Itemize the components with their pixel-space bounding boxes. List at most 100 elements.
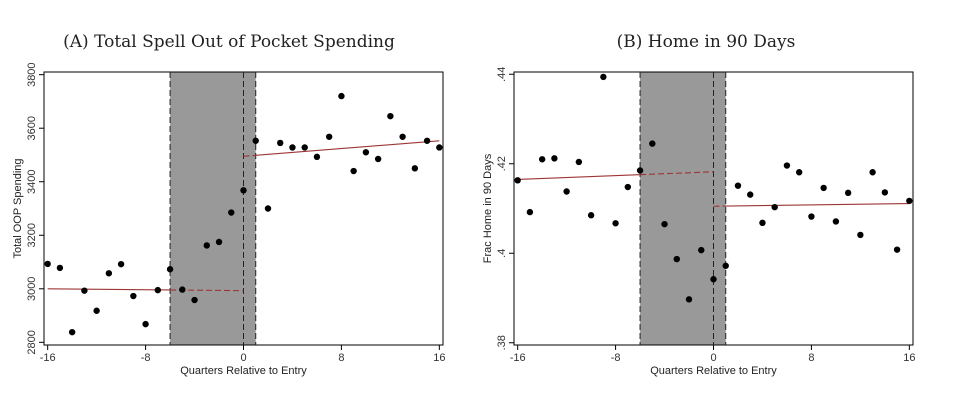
x-tick-label: 8	[338, 352, 344, 364]
data-point	[68, 328, 76, 336]
data-points	[44, 92, 443, 336]
data-point	[325, 133, 333, 140]
data-point	[526, 208, 534, 216]
data-point	[808, 213, 815, 220]
data-point	[661, 220, 668, 228]
data-point	[698, 246, 705, 254]
data-point	[600, 73, 607, 81]
fit-line-pre	[640, 171, 714, 176]
data-point	[734, 182, 742, 189]
y-tick-label: 2800	[26, 330, 38, 354]
data-point	[252, 137, 259, 144]
x-tick-label: -8	[611, 352, 621, 364]
x-tick-label: 0	[240, 352, 246, 364]
data-point	[179, 286, 186, 293]
data-point	[587, 212, 595, 219]
y-tick-label: .42	[496, 156, 508, 171]
data-point	[820, 184, 827, 192]
data-point	[56, 264, 64, 272]
data-point	[215, 238, 223, 246]
data-point	[436, 144, 443, 151]
data-point	[844, 189, 852, 197]
data-point	[759, 219, 766, 227]
data-point	[105, 270, 113, 277]
dashed-reference-lines	[169, 72, 257, 345]
fit-line-post	[243, 154, 256, 157]
data-point	[350, 167, 357, 175]
data-point	[423, 137, 431, 144]
x-axis-label: Quarters Relative to Entry	[650, 365, 777, 377]
y-tick-label: 3800	[26, 62, 38, 86]
chart-panel-b: -16 -8 0 8 16 .38 .4 .42 .44 Quarters Relative …	[482, 67, 915, 377]
data-point	[203, 242, 210, 249]
data-point	[240, 187, 247, 194]
data-point	[747, 191, 754, 198]
data-point	[722, 262, 729, 269]
data-point	[191, 296, 198, 304]
x-tick-label: -8	[141, 352, 151, 364]
x-tick-label: 8	[808, 352, 814, 364]
fit-line-post	[725, 203, 910, 207]
data-point	[538, 156, 546, 163]
data-point	[893, 246, 901, 253]
x-axis-ticks: -16 -8 0 8 16	[40, 345, 445, 364]
data-point	[374, 155, 382, 163]
data-point	[551, 155, 558, 162]
data-point	[166, 266, 174, 273]
data-point	[514, 177, 521, 184]
y-axis-label: Frac Home in 90 Days	[482, 153, 494, 263]
data-point	[906, 197, 913, 205]
y-tick-label: 3000	[26, 277, 38, 301]
dashed-reference-lines	[639, 72, 727, 345]
data-point	[685, 296, 693, 303]
data-point	[649, 140, 656, 147]
data-point	[387, 112, 394, 120]
x-tick-label: 16	[433, 352, 445, 364]
data-point	[117, 260, 125, 268]
data-point	[277, 139, 284, 147]
data-point	[301, 144, 308, 151]
data-point	[612, 220, 619, 227]
data-point	[710, 276, 717, 283]
y-tick-label: 3400	[26, 169, 38, 193]
data-point	[142, 320, 149, 328]
x-tick-label: 0	[710, 352, 716, 364]
data-point	[228, 209, 235, 216]
y-axis-label: Total OOP Spending	[12, 158, 24, 258]
data-points	[514, 73, 913, 303]
chart-panel-a: -16 -8 0 8 16 2800 3000 3200 3400 3600 3800 Quart…	[12, 62, 445, 377]
data-point	[636, 167, 644, 174]
fit-line-post	[255, 140, 440, 156]
data-point	[832, 218, 840, 225]
fit-lines	[517, 171, 910, 207]
x-tick-label: -16	[40, 352, 56, 364]
caption-panel-b: (B) Home in 90 Days	[617, 32, 796, 52]
data-point	[857, 231, 864, 239]
x-tick-label: -16	[510, 352, 526, 364]
data-point	[93, 307, 100, 314]
data-point	[783, 162, 791, 169]
data-point	[795, 169, 803, 176]
y-tick-label: 3600	[26, 116, 38, 140]
data-point	[130, 292, 137, 300]
data-point	[313, 153, 321, 161]
y-tick-label: 3200	[26, 223, 38, 247]
data-point	[575, 158, 583, 166]
data-point	[81, 287, 88, 294]
fit-line-pre	[517, 174, 641, 180]
data-point	[399, 133, 406, 140]
data-point	[771, 203, 778, 211]
y-axis-ticks: .38 .4 .42 .44	[496, 67, 514, 350]
data-point	[673, 255, 680, 263]
x-tick-label: 16	[903, 352, 915, 364]
y-tick-label: .38	[496, 335, 508, 350]
x-axis-ticks: -16 -8 0 8 16	[510, 345, 915, 364]
data-point	[411, 165, 419, 172]
y-tick-label: .44	[496, 67, 508, 82]
caption-panel-a: (A) Total Spell Out of Pocket Spending	[63, 32, 395, 52]
data-point	[362, 149, 370, 156]
data-point	[881, 189, 889, 196]
shaded-region	[170, 72, 256, 345]
data-point	[154, 286, 162, 294]
